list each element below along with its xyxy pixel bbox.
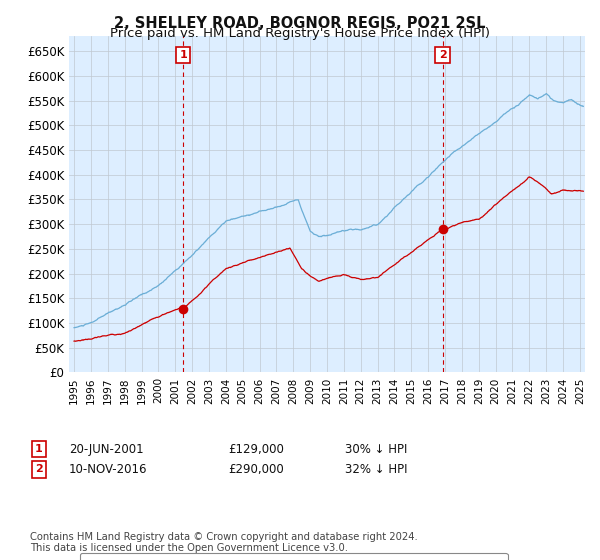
Text: Price paid vs. HM Land Registry's House Price Index (HPI): Price paid vs. HM Land Registry's House … <box>110 27 490 40</box>
Legend: 2, SHELLEY ROAD, BOGNOR REGIS, PO21 2SL (detached house), HPI: Average price, de: 2, SHELLEY ROAD, BOGNOR REGIS, PO21 2SL … <box>80 553 508 560</box>
Text: 10-NOV-2016: 10-NOV-2016 <box>69 463 148 476</box>
Text: 2, SHELLEY ROAD, BOGNOR REGIS, PO21 2SL: 2, SHELLEY ROAD, BOGNOR REGIS, PO21 2SL <box>114 16 486 31</box>
Text: 2: 2 <box>35 464 43 474</box>
Text: 30% ↓ HPI: 30% ↓ HPI <box>345 442 407 456</box>
Text: Contains HM Land Registry data © Crown copyright and database right 2024.
This d: Contains HM Land Registry data © Crown c… <box>30 531 418 553</box>
Text: £290,000: £290,000 <box>228 463 284 476</box>
Text: 2: 2 <box>439 50 446 60</box>
Text: 32% ↓ HPI: 32% ↓ HPI <box>345 463 407 476</box>
Text: 20-JUN-2001: 20-JUN-2001 <box>69 442 143 456</box>
Text: 1: 1 <box>179 50 187 60</box>
Text: 1: 1 <box>35 444 43 454</box>
Text: £129,000: £129,000 <box>228 442 284 456</box>
